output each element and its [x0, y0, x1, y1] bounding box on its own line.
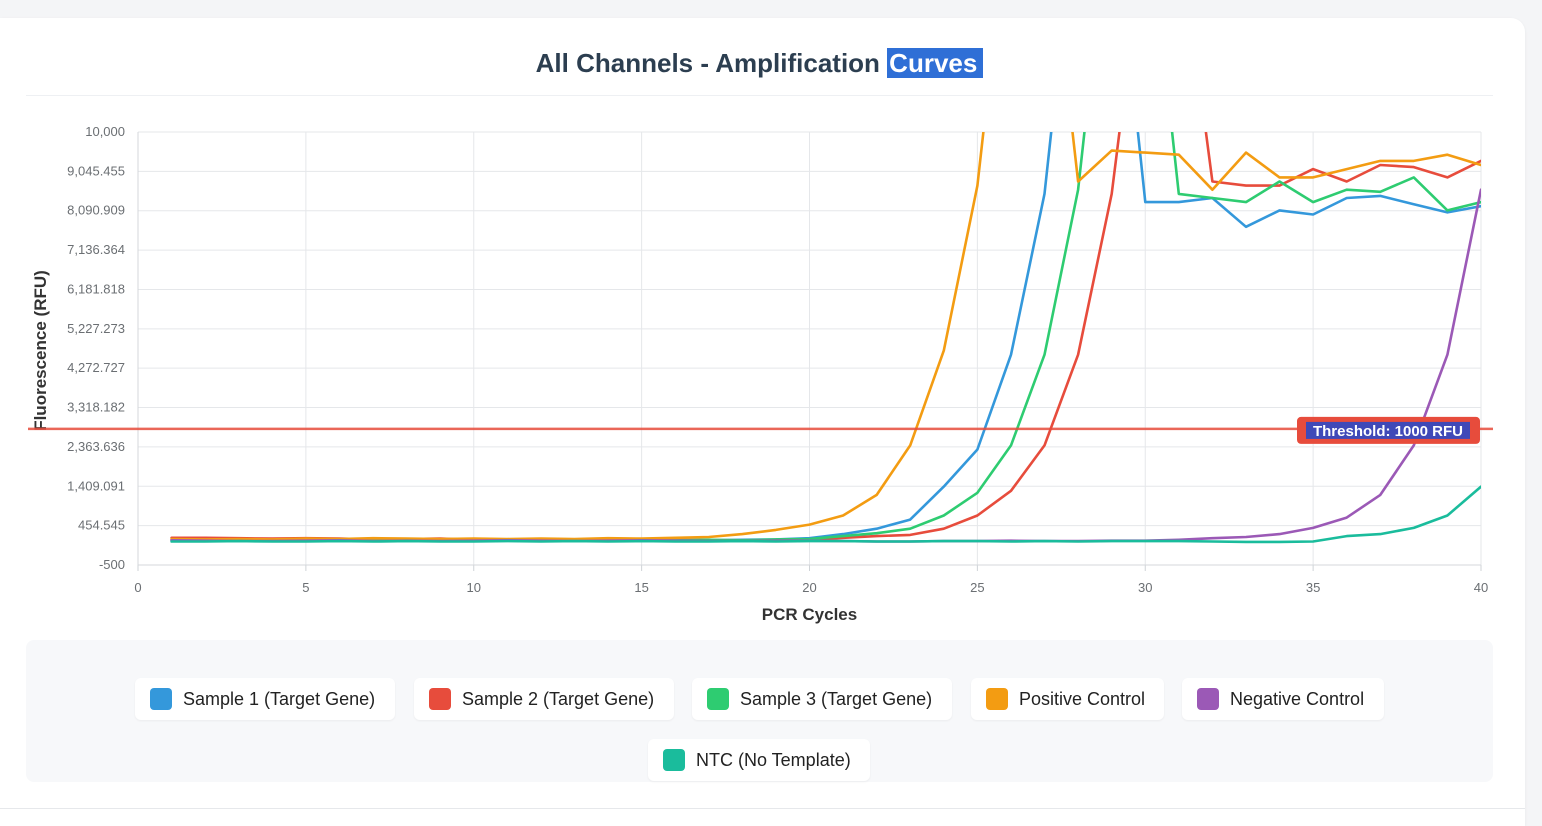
chart-title-text: All Channels - Amplification: [535, 48, 888, 78]
series-line-1: [170, 132, 1481, 543]
x-tick-label: 15: [634, 580, 648, 595]
chart-title-highlight: Curves: [887, 48, 984, 78]
series-line-4: [170, 132, 1481, 541]
y-tick-label: 4,272.727: [67, 360, 125, 375]
legend-label-ntc: NTC (No Template): [696, 749, 851, 770]
legend-item-negative-control[interactable]: Negative Control: [1182, 678, 1384, 720]
legend-swatch-ntc: [663, 749, 685, 771]
x-tick-label: 25: [970, 580, 984, 595]
series-group: [170, 132, 1481, 544]
legend-label-sample-2: Sample 2 (Target Gene): [462, 688, 655, 709]
series-line-6: [170, 485, 1481, 544]
y-tick-label: 1,409.091: [67, 478, 125, 493]
legend-item-sample-2[interactable]: Sample 2 (Target Gene): [414, 678, 674, 720]
x-tick-label: 10: [467, 580, 481, 595]
series-line-3: [170, 132, 1481, 542]
y-tick-label: 9,045.455: [67, 163, 125, 178]
y-tick-label: 5,227.273: [67, 321, 125, 336]
x-tick-label: 20: [802, 580, 816, 595]
y-tick-label: 3,318.182: [67, 400, 125, 415]
legend-item-ntc[interactable]: NTC (No Template): [648, 739, 870, 781]
y-tick-label: 7,136.364: [67, 242, 125, 257]
y-tick-label: 8,090.909: [67, 203, 125, 218]
y-tick-label: 2,363.636: [67, 439, 125, 454]
y-tick-label: 454.545: [78, 518, 125, 533]
legend-swatch-positive-control: [986, 688, 1008, 710]
legend-label-negative-control: Negative Control: [1230, 688, 1365, 709]
amplification-chart: 10,000 9,045.455 8,090.909 7,136.364 6,181.8…: [28, 124, 1493, 624]
legend-item-sample-3[interactable]: Sample 3 (Target Gene): [692, 678, 952, 720]
x-axis-title: PCR Cycles: [762, 605, 857, 624]
legend-swatch-sample-1: [150, 688, 172, 710]
bottom-divider: [0, 808, 1525, 809]
legend-item-positive-control[interactable]: Positive Control: [971, 678, 1164, 720]
y-tick-label: 10,000: [85, 124, 125, 139]
threshold-label: Threshold: 1000 RFU: [1313, 423, 1463, 440]
y-axis-title: Fluorescence (RFU): [31, 270, 50, 431]
legend-swatch-negative-control: [1197, 688, 1219, 710]
legend-swatch-sample-2: [429, 688, 451, 710]
y-tick-label: -500: [99, 557, 125, 572]
series-line-5: [170, 188, 1481, 543]
legend-label-sample-3: Sample 3 (Target Gene): [740, 688, 933, 709]
threshold-label-highlight: [1306, 421, 1470, 439]
chart-title: All Channels - Amplification Curves: [26, 48, 1493, 79]
x-tick-label: 35: [1306, 580, 1320, 595]
legend-item-sample-1[interactable]: Sample 1 (Target Gene): [135, 678, 395, 720]
legend-swatch-sample-3: [707, 688, 729, 710]
x-tick-label: 40: [1474, 580, 1488, 595]
x-tick-label: 30: [1138, 580, 1152, 595]
x-tick-label: 5: [302, 580, 309, 595]
x-tick-label: 0: [134, 580, 141, 595]
series-line-2: [170, 132, 1481, 543]
legend: Sample 1 (Target Gene) Sample 2 (Target …: [26, 640, 1493, 782]
title-row: All Channels - Amplification Curves: [26, 18, 1493, 96]
legend-label-positive-control: Positive Control: [1019, 688, 1146, 709]
legend-label-sample-1: Sample 1 (Target Gene): [183, 688, 376, 709]
y-tick-label: 6,181.818: [67, 281, 125, 296]
